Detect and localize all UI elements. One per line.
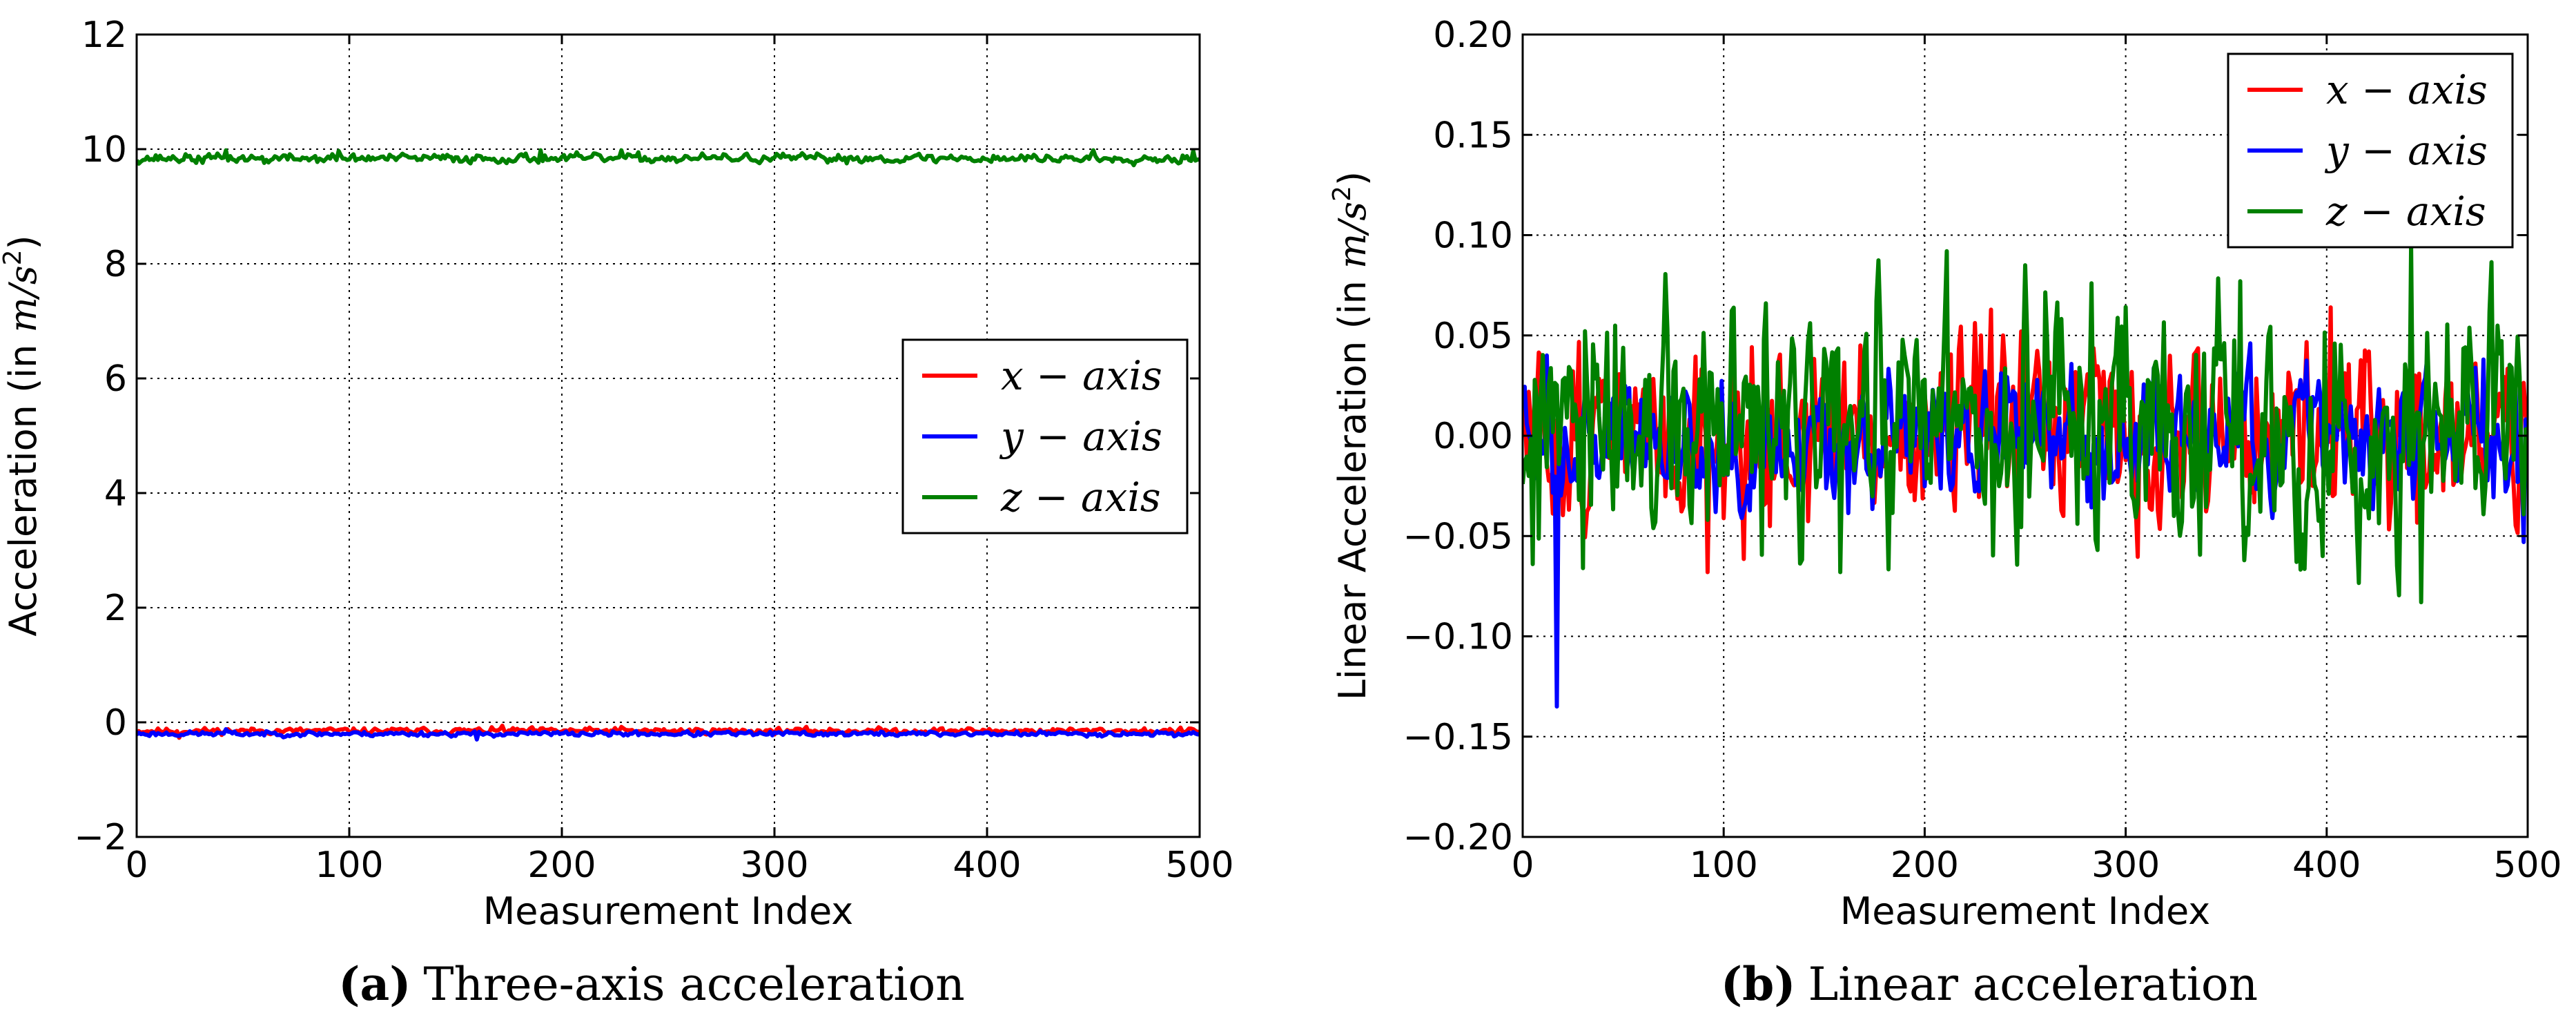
plot-frame-a <box>135 33 1201 838</box>
legend-label: z − axis <box>1000 474 1161 521</box>
y-tick-label: −2 <box>74 817 127 858</box>
y-tick-label: −0.05 <box>1403 516 1513 557</box>
chart-b-linear-acceleration: 0 100 200 300 400 500 −0.20 −0.15 −0.10 −0.05 0.00… <box>1328 15 2562 933</box>
y-tick-label: 12 <box>81 15 127 56</box>
caption-a: (a) Three-axis acceleration <box>338 957 965 1011</box>
y-tick-label: −0.15 <box>1403 717 1513 758</box>
series-line-z-axis <box>137 148 1200 168</box>
series-line-y-axis <box>1523 341 2528 709</box>
caption-a-text: Three-axis acceleration <box>423 958 964 1011</box>
x-axis-label: Measurement Index <box>1840 889 2211 933</box>
x-tick-label: 500 <box>1165 845 1233 886</box>
x-tick-label: 400 <box>953 845 1021 886</box>
y-tick-label: 0.10 <box>1433 215 1513 257</box>
y-tick-label: −0.10 <box>1403 617 1513 658</box>
y-tick-label: 8 <box>104 244 127 285</box>
x-tick-label: 200 <box>527 845 596 886</box>
caption-b-text: Linear acceleration <box>1808 958 2258 1011</box>
x-tick-label: 400 <box>2292 845 2361 886</box>
x-axis-label: Measurement Index <box>483 889 854 933</box>
x-tick-label: 300 <box>740 845 808 886</box>
y-axis-label: Linear Acceleration (in m/s2) <box>1328 171 1374 700</box>
caption-a-tag: (a) <box>338 957 411 1011</box>
series-line-y-axis <box>137 726 1200 742</box>
y-tick-label: −0.20 <box>1403 817 1513 858</box>
y-tick-label: 2 <box>104 588 127 629</box>
y-axis-label: Acceleration (in m/s2) <box>0 235 45 636</box>
legend-label: z − axis <box>2325 188 2486 235</box>
y-tick-label: 0.20 <box>1433 15 1513 56</box>
y-tick-label: 10 <box>81 129 127 171</box>
series-line-x-axis <box>137 723 1200 740</box>
caption-b-tag: (b) <box>1721 957 1796 1011</box>
x-tick-label: 100 <box>1690 845 1758 886</box>
x-tick-label: 0 <box>1511 845 1534 886</box>
legend-label: x − axis <box>2326 66 2488 113</box>
x-tick-label: 100 <box>315 845 383 886</box>
x-tick-label: 500 <box>2493 845 2562 886</box>
series-line-z-axis <box>1523 243 2528 605</box>
y-tick-label: 0.15 <box>1433 115 1513 156</box>
x-tick-label: 0 <box>125 845 148 886</box>
legend-a: x − axis y − axis z − axis <box>901 338 1189 534</box>
legend-label: y − axis <box>2324 127 2488 174</box>
legend-label: y − axis <box>999 413 1162 460</box>
legend-b: x − axis y − axis z − axis <box>2227 52 2514 249</box>
y-tick-label: 4 <box>104 473 127 514</box>
y-tick-label: 0 <box>104 702 127 744</box>
legend-label: x − axis <box>1001 352 1162 399</box>
x-tick-label: 300 <box>2091 845 2160 886</box>
caption-b: (b) Linear acceleration <box>1721 957 2258 1011</box>
y-tick-label: 0.00 <box>1433 416 1513 457</box>
y-tick-label: 6 <box>104 358 127 400</box>
y-tick-label: 0.05 <box>1433 316 1513 357</box>
x-tick-label: 200 <box>1891 845 1959 886</box>
